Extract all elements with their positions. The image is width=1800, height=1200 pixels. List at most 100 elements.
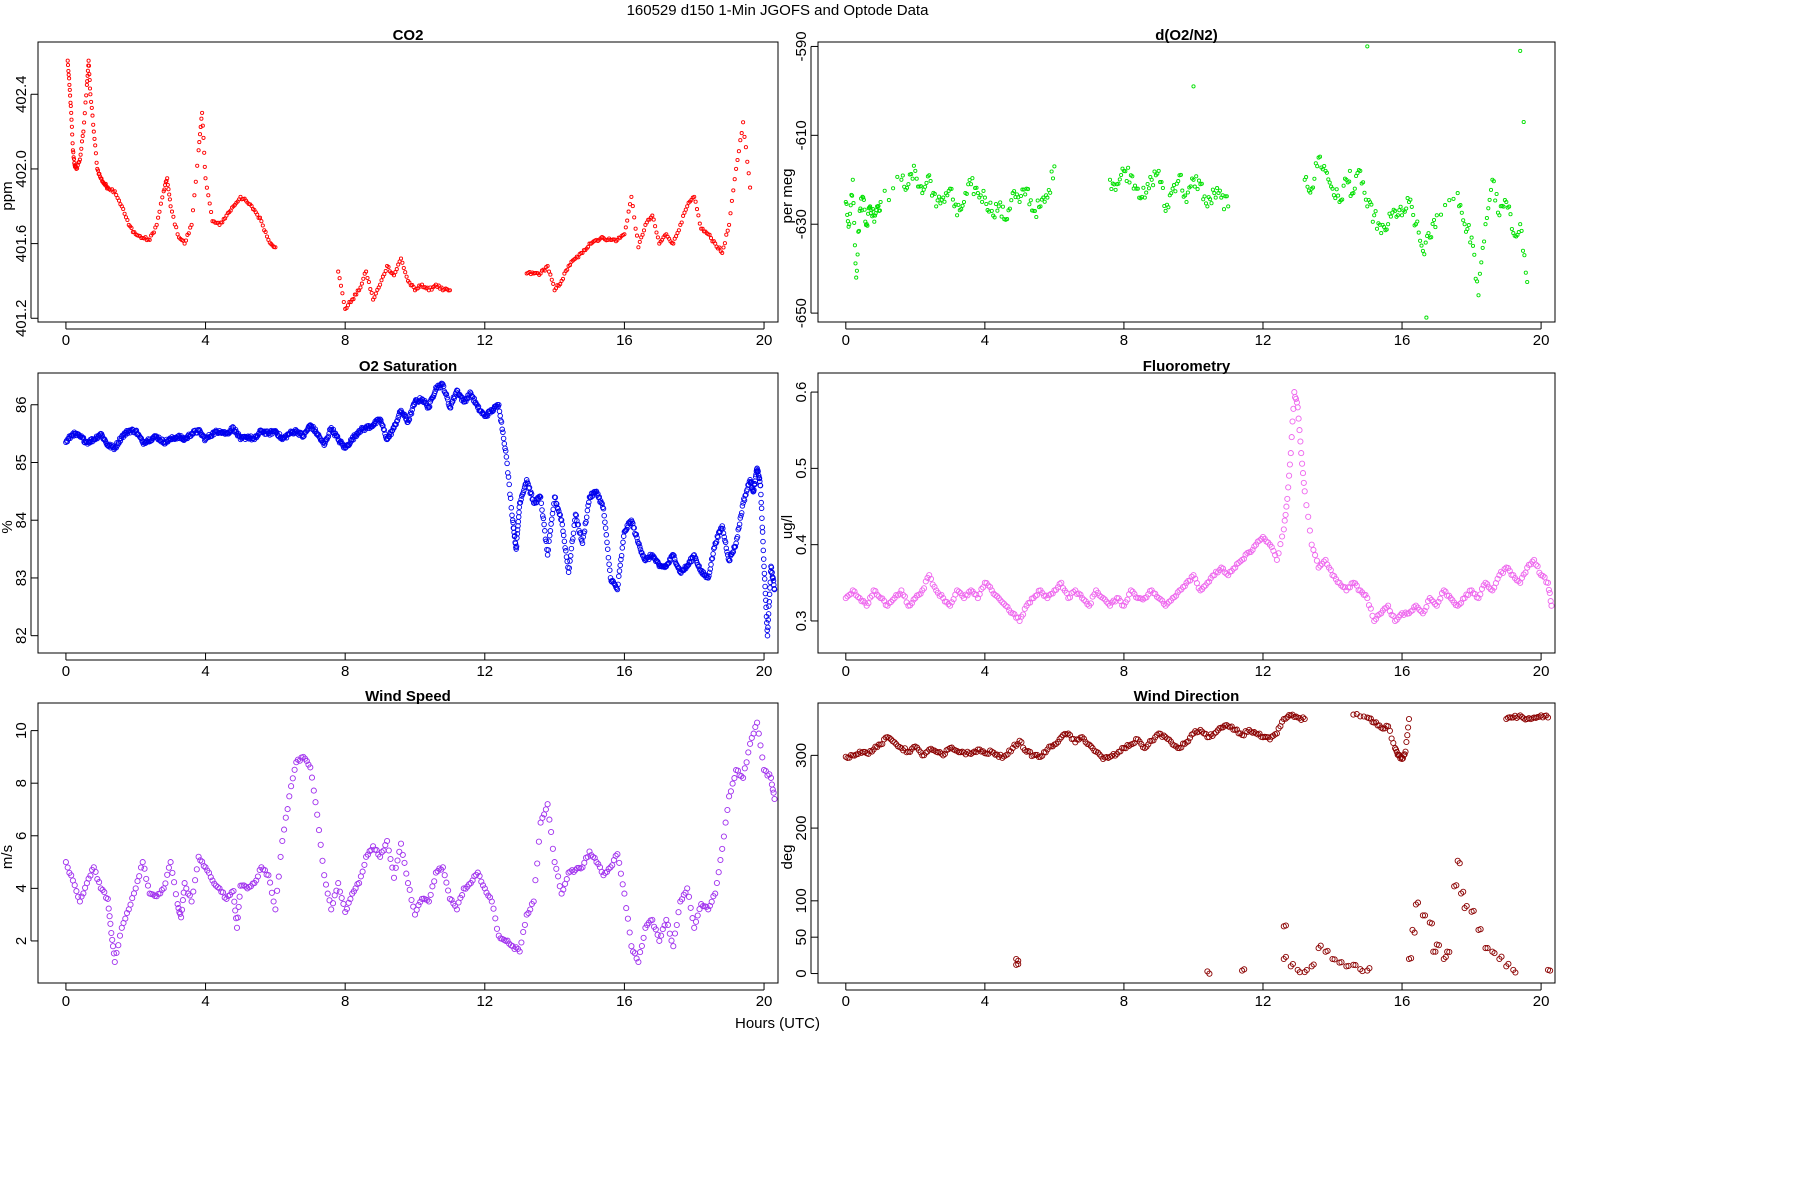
data-point bbox=[900, 591, 907, 599]
data-point bbox=[670, 943, 677, 950]
data-point bbox=[209, 877, 216, 884]
data-point bbox=[1181, 583, 1188, 590]
data-point bbox=[692, 555, 699, 561]
data-point bbox=[125, 217, 130, 223]
data-point bbox=[67, 87, 72, 92]
data-point bbox=[525, 909, 532, 917]
data-point bbox=[493, 925, 501, 932]
data-point bbox=[510, 519, 516, 526]
data-point bbox=[1108, 599, 1115, 606]
data-point bbox=[618, 552, 625, 559]
panel-co2: CO2 ppm 0 4 8 12 16 20 401.2 401.6 402.0 402.4 bbox=[0, 27, 779, 349]
data-point bbox=[860, 597, 867, 604]
data-point bbox=[694, 207, 700, 212]
data-point bbox=[653, 224, 658, 229]
data-point bbox=[1330, 186, 1335, 191]
data-point bbox=[579, 540, 586, 547]
data-point bbox=[202, 150, 207, 155]
data-point bbox=[70, 132, 75, 137]
data-point bbox=[479, 882, 487, 889]
data-point bbox=[101, 889, 108, 896]
data-point bbox=[609, 862, 616, 869]
data-point bbox=[1197, 726, 1204, 733]
data-point bbox=[553, 865, 560, 872]
data-point bbox=[277, 853, 284, 860]
panel-title: Wind Direction bbox=[1134, 688, 1240, 705]
data-point bbox=[748, 185, 753, 190]
data-point bbox=[568, 545, 575, 552]
data-point bbox=[1096, 751, 1103, 758]
data-point bbox=[394, 417, 401, 424]
data-point bbox=[1113, 187, 1118, 192]
data-point bbox=[922, 749, 929, 756]
data-point bbox=[551, 500, 557, 507]
data-point bbox=[68, 872, 75, 879]
data-point bbox=[1014, 614, 1021, 621]
data-point bbox=[1383, 604, 1390, 611]
data-point bbox=[466, 881, 473, 888]
data-point bbox=[109, 943, 117, 950]
data-point bbox=[881, 597, 888, 604]
data-point bbox=[607, 864, 614, 871]
data-point bbox=[634, 233, 640, 238]
data-point bbox=[1398, 755, 1406, 763]
data-point bbox=[71, 882, 78, 889]
data-point bbox=[544, 552, 551, 558]
data-point bbox=[652, 926, 659, 933]
data-point bbox=[1159, 179, 1164, 185]
data-point bbox=[1483, 222, 1488, 227]
data-point bbox=[710, 551, 716, 557]
data-point bbox=[539, 513, 546, 519]
data-point bbox=[671, 241, 676, 246]
data-point bbox=[1320, 558, 1327, 565]
data-point bbox=[860, 194, 865, 199]
data-point bbox=[1326, 177, 1331, 182]
data-point bbox=[1430, 221, 1435, 226]
data-point bbox=[516, 509, 522, 516]
data-point bbox=[350, 888, 357, 895]
data-point bbox=[553, 286, 559, 291]
data-point bbox=[1211, 730, 1218, 737]
data-point bbox=[705, 906, 712, 913]
data-point bbox=[851, 201, 856, 206]
data-point bbox=[385, 435, 391, 442]
data-point bbox=[1173, 189, 1178, 194]
data-point bbox=[336, 269, 341, 274]
data-point bbox=[1007, 206, 1012, 211]
data-point bbox=[1149, 177, 1154, 182]
data-point bbox=[532, 877, 539, 884]
data-point bbox=[959, 207, 964, 212]
y-axis-label: deg bbox=[779, 844, 796, 869]
data-point bbox=[623, 225, 628, 230]
data-point bbox=[249, 203, 254, 209]
data-point bbox=[1447, 198, 1452, 203]
data-point bbox=[616, 573, 622, 579]
data-point bbox=[764, 627, 770, 634]
data-point bbox=[852, 243, 857, 248]
data-point bbox=[634, 534, 640, 541]
data-point bbox=[1283, 503, 1290, 510]
data-point bbox=[1015, 961, 1022, 968]
data-point bbox=[1027, 599, 1034, 606]
data-point bbox=[1544, 714, 1552, 721]
data-point bbox=[656, 937, 663, 944]
data-point bbox=[686, 558, 693, 565]
data-point bbox=[671, 930, 679, 937]
data-point bbox=[901, 593, 908, 600]
data-point bbox=[395, 414, 401, 421]
data-point bbox=[860, 748, 867, 755]
data-point bbox=[508, 505, 515, 511]
data-point bbox=[1049, 590, 1056, 597]
data-point bbox=[97, 885, 104, 892]
data-point bbox=[1393, 208, 1398, 213]
data-point bbox=[900, 173, 905, 178]
data-point bbox=[734, 534, 741, 540]
data-point bbox=[1350, 711, 1357, 718]
data-point bbox=[1347, 179, 1352, 184]
data-point bbox=[685, 204, 690, 209]
data-point bbox=[1058, 579, 1065, 586]
data-point bbox=[121, 206, 126, 212]
data-point bbox=[1195, 728, 1202, 735]
data-point bbox=[975, 191, 980, 196]
